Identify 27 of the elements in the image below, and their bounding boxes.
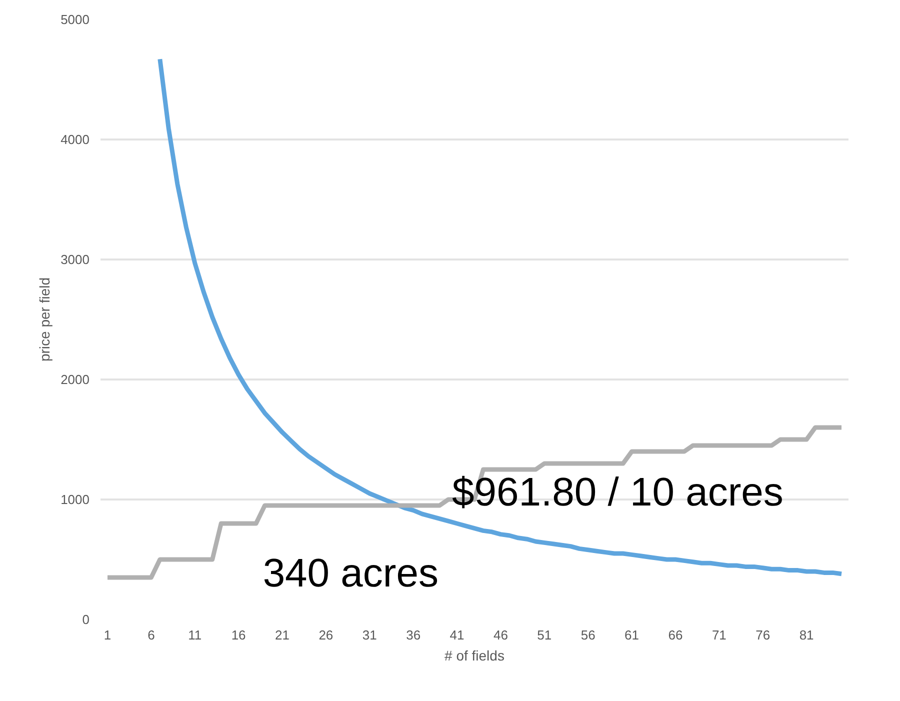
- y-tick-label: 4000: [60, 132, 90, 147]
- x-tick-label: 66: [668, 628, 683, 642]
- y-tick-label: 0: [82, 612, 90, 627]
- x-tick-label: 16: [231, 628, 246, 642]
- x-tick-label: 51: [537, 628, 552, 642]
- x-tick-label: 81: [799, 628, 814, 642]
- x-tick-label: 26: [318, 628, 334, 642]
- x-tick-label: 11: [188, 628, 202, 642]
- x-tick-label: 61: [624, 628, 640, 642]
- x-tick-label: 41: [450, 628, 464, 642]
- y-tick-label: 2000: [60, 372, 90, 387]
- y-tick-label: 5000: [60, 12, 90, 27]
- x-tick-label: 76: [756, 628, 770, 642]
- annotation: 340 acres: [262, 552, 438, 596]
- x-tick-label: 56: [580, 628, 596, 642]
- y-axis-title: price per field: [36, 277, 53, 362]
- x-tick-label: 46: [493, 628, 508, 642]
- y-tick-label: 1000: [60, 492, 90, 507]
- x-tick-label: 71: [712, 628, 726, 642]
- y-tick-label: 3000: [60, 252, 90, 267]
- annotation: $961.80 / 10 acres: [452, 470, 784, 514]
- x-tick-label: 21: [275, 628, 290, 642]
- x-tick-label: 1: [104, 628, 112, 642]
- x-tick-label: 6: [148, 628, 155, 642]
- x-axis-title: # of fields: [444, 648, 504, 664]
- x-tick-label: 31: [362, 628, 377, 642]
- x-tick-label: 36: [406, 628, 421, 642]
